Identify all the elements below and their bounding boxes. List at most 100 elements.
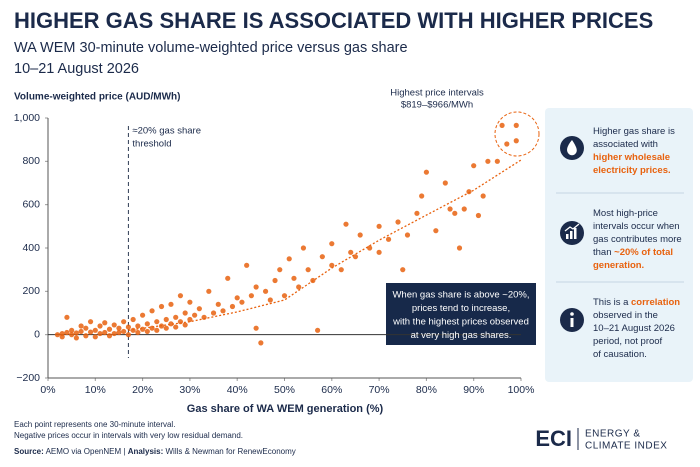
- point: [182, 310, 188, 316]
- panel-text: of causation.: [593, 349, 647, 360]
- highlight-label: Highest price intervals: [390, 88, 484, 99]
- panel-text: This is a correlation: [593, 297, 680, 308]
- point: [102, 320, 108, 326]
- panel-text-part: observed in the: [593, 310, 658, 321]
- point: [163, 325, 169, 331]
- point: [83, 333, 89, 339]
- panel-text: intervals occur when: [593, 221, 680, 232]
- point: [116, 329, 122, 336]
- point: [59, 334, 65, 340]
- point: [286, 256, 292, 262]
- point: [73, 330, 79, 336]
- point: [267, 297, 273, 303]
- point: [367, 245, 373, 251]
- threshold-label: threshold: [132, 139, 171, 150]
- x-tick-label: 10%: [85, 384, 106, 396]
- panel-text: than ~20% of total: [593, 247, 673, 258]
- panel-text-part: Most high-price: [593, 208, 658, 219]
- point: [116, 325, 122, 331]
- panel-text-part: 10–21 August 2026: [593, 323, 675, 334]
- source-part: AEMO via OpenNEM |: [44, 447, 128, 456]
- point: [182, 322, 188, 328]
- chart-icon: [560, 221, 584, 245]
- highlight-label: $819–$966/MWh: [401, 100, 473, 111]
- point: [385, 236, 392, 242]
- point: [513, 122, 519, 128]
- point: [357, 232, 363, 238]
- panel-text: electricity prices.: [593, 165, 671, 176]
- point: [69, 332, 75, 338]
- x-tick-label: 30%: [179, 384, 200, 396]
- y-tick-label: 800: [22, 155, 40, 167]
- point: [329, 262, 335, 268]
- point: [348, 249, 354, 255]
- point: [140, 312, 146, 318]
- point: [215, 301, 221, 307]
- x-tick-label: 90%: [463, 384, 484, 396]
- point: [244, 262, 250, 268]
- point: [187, 316, 193, 323]
- panel-text: generation.: [593, 260, 644, 271]
- point: [262, 288, 269, 294]
- point: [305, 267, 311, 273]
- point: [177, 293, 184, 299]
- x-tick-label: 40%: [227, 384, 248, 396]
- point: [135, 329, 141, 336]
- point: [471, 163, 477, 169]
- panel-text-part: correlation: [631, 297, 680, 308]
- panel-text-part: of causation.: [593, 349, 647, 360]
- point: [121, 319, 127, 325]
- panel-text: Most high-price: [593, 208, 658, 219]
- panel-text: observed in the: [593, 310, 658, 321]
- trend-line: [128, 159, 522, 331]
- point: [277, 267, 283, 273]
- x-tick-label: 50%: [274, 384, 295, 396]
- y-tick-label: 200: [22, 285, 40, 297]
- point: [83, 325, 89, 331]
- point: [423, 169, 429, 175]
- point: [291, 275, 297, 281]
- point: [64, 329, 70, 336]
- panel-text: gas contributes more: [593, 234, 682, 245]
- callout-text: at very high gas shares.: [411, 330, 512, 341]
- point: [106, 326, 113, 332]
- logo-text: ENERGY &: [585, 429, 641, 440]
- panel-text-part: intervals occur when: [593, 221, 680, 232]
- point: [78, 328, 84, 335]
- point: [111, 322, 117, 328]
- point: [144, 328, 150, 335]
- point: [78, 323, 84, 329]
- source-part: Wills & Newman for RenewEconomy: [163, 447, 295, 456]
- point: [97, 323, 103, 329]
- panel-text-part: higher wholesale: [593, 152, 670, 163]
- point: [253, 325, 259, 331]
- point: [125, 332, 132, 338]
- point: [281, 293, 288, 299]
- highlight-circle: [494, 111, 540, 157]
- point: [173, 324, 179, 330]
- x-axis-label: Gas share of WA WEM generation (%): [187, 403, 384, 415]
- panel-text: Higher gas share is: [593, 126, 675, 137]
- point: [480, 193, 486, 199]
- footnote: Each point represents one 30-minute inte…: [14, 420, 175, 429]
- point: [485, 158, 491, 164]
- chart-title: HIGHER GAS SHARE IS ASSOCIATED WITH HIGH…: [14, 8, 653, 33]
- callout-text: prices tend to increase,: [412, 303, 510, 314]
- panel-text: higher wholesale: [593, 152, 670, 163]
- point: [395, 219, 401, 225]
- point: [158, 303, 165, 310]
- x-tick-label: 100%: [508, 384, 535, 396]
- point: [130, 327, 136, 333]
- point: [173, 314, 179, 320]
- point: [319, 254, 325, 260]
- point: [400, 267, 406, 273]
- panel-text-part: ~20% of total: [614, 247, 673, 258]
- point: [130, 316, 136, 323]
- point: [376, 249, 382, 255]
- point: [196, 306, 202, 312]
- point: [253, 284, 259, 290]
- source-part: Analysis:: [128, 447, 164, 456]
- point: [300, 245, 307, 251]
- panel-text-part: Higher gas share is: [593, 126, 675, 137]
